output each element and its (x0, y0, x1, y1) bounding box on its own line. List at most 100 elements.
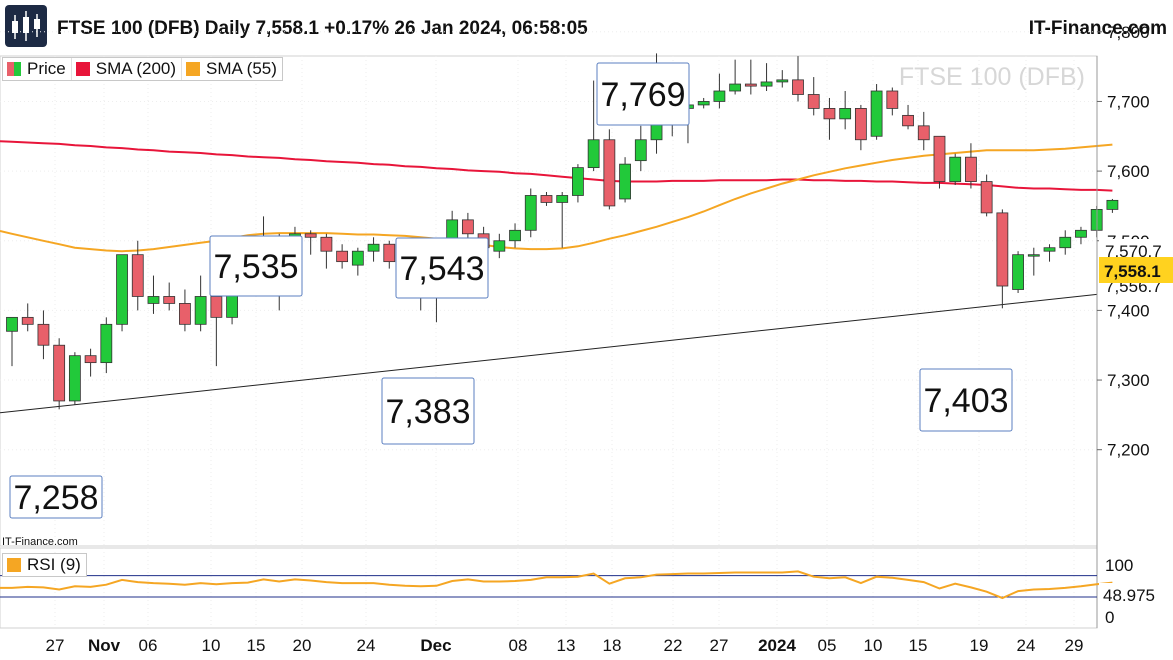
rsi-value-tag-bg (1099, 583, 1171, 605)
candle-up (619, 163, 631, 200)
x-tick-label: 22 (664, 636, 683, 655)
candle-up (1106, 199, 1119, 210)
rsi-swatch-icon (7, 558, 21, 572)
candle-down (854, 108, 867, 141)
price-tick-label: 7,700 (1107, 92, 1150, 111)
sma55-line (0, 143, 1113, 253)
candle-up (556, 195, 569, 203)
annotation-box (381, 377, 475, 445)
candle-up (839, 108, 852, 120)
rsi-legend-label: RSI (9) (27, 555, 81, 574)
x-tick-label: 05 (818, 636, 837, 655)
candle-up (6, 316, 18, 332)
candle-up (1059, 236, 1072, 249)
x-tick-label: 06 (139, 636, 158, 655)
rsi-tick-label: 0 (1105, 608, 1114, 627)
price-tick-label: 7,300 (1107, 371, 1150, 390)
support-trendline (0, 293, 1098, 414)
candle-down (980, 181, 993, 214)
chart-header: FTSE 100 (DFB) Daily 7,558.1 +0.17% 26 J… (0, 0, 1173, 56)
chart-watermark: FTSE 100 (DFB) (899, 63, 1085, 91)
candle-down (131, 254, 144, 297)
x-tick-label: 15 (247, 636, 266, 655)
x-tick-label: 2024 (758, 636, 796, 655)
candle-up (100, 323, 113, 364)
rsi-line (0, 570, 1113, 600)
sma55-price-tag-bg (1099, 239, 1171, 261)
candle-up (1012, 254, 1024, 290)
source-label: IT-Finance.com (2, 536, 78, 548)
price-panel (0, 55, 1098, 547)
rsi-value-tag: 48.975 (1103, 586, 1155, 605)
candle-up (776, 79, 789, 83)
candle-up (1027, 254, 1040, 257)
x-tick-label: 24 (357, 636, 376, 655)
x-tick-label: 10 (202, 636, 221, 655)
sma200-line (0, 140, 1113, 192)
annotation-box (9, 475, 103, 519)
candle-down (933, 135, 946, 182)
candle-up (587, 139, 600, 169)
price-tick-label: 7,400 (1107, 301, 1150, 320)
candle-down (807, 94, 820, 109)
candle-down (320, 236, 333, 252)
annotation-label: 7,383 (385, 393, 470, 431)
candle-up (760, 81, 773, 87)
annotation-label: 7,258 (13, 479, 98, 517)
last-price-tag-bg (1099, 257, 1173, 283)
candle-down (336, 250, 349, 263)
candle-down (179, 303, 191, 325)
x-tick-label: 27 (710, 636, 729, 655)
candle-down (21, 316, 34, 325)
candlestick-app-icon (5, 5, 47, 47)
x-tick-label: Dec (420, 636, 451, 655)
candle-down (37, 323, 50, 346)
candle-down (383, 243, 396, 263)
legend-sma200[interactable]: SMA (200) (72, 58, 183, 80)
x-tick-label: 27 (46, 636, 65, 655)
legend-price[interactable]: Price (3, 58, 72, 80)
candle-down (84, 355, 97, 364)
annotation-box (919, 368, 1013, 432)
candle-down (917, 125, 930, 141)
candle-down (53, 344, 66, 402)
candle-up (634, 139, 647, 162)
annotation-label: 7,543 (399, 250, 484, 288)
candle-up (116, 254, 128, 325)
candle-up (147, 296, 160, 304)
legend-sma55-label: SMA (55) (206, 59, 277, 78)
annotation-label: 7,769 (600, 76, 685, 114)
candle-down (603, 139, 616, 207)
legend-price-label: Price (27, 59, 66, 78)
annotation-box (596, 62, 690, 126)
x-tick-label: 24 (1017, 636, 1036, 655)
candle-up (870, 90, 883, 137)
candle-up (1075, 229, 1087, 238)
candle-down (996, 212, 1009, 287)
candle-down (304, 233, 317, 238)
candle-down (823, 108, 836, 120)
candle-up (713, 90, 726, 102)
annotation-box (209, 235, 303, 297)
candle-down (744, 83, 757, 87)
candle-up (68, 355, 81, 402)
candles-group (6, 53, 1119, 410)
x-tick-label: 08 (509, 636, 528, 655)
chart-legend: Price SMA (200) SMA (55) (2, 57, 283, 81)
candle-down (540, 195, 553, 203)
candle-down (461, 219, 474, 235)
price-swatch-icon (7, 62, 21, 76)
x-tick-label: 13 (557, 636, 576, 655)
candle-down (163, 296, 176, 304)
x-tick-label: 29 (1065, 636, 1084, 655)
legend-sma200-label: SMA (200) (95, 59, 177, 78)
candle-up (351, 250, 364, 266)
rsi-legend[interactable]: RSI (9) (2, 553, 87, 577)
candle-down (210, 296, 223, 318)
annotation-box (395, 237, 489, 299)
price-tick-label: 7,200 (1107, 441, 1150, 460)
x-tick-label: Nov (88, 636, 121, 655)
legend-sma55[interactable]: SMA (55) (182, 58, 282, 80)
chart-title: FTSE 100 (DFB) Daily 7,558.1 +0.17% 26 J… (57, 18, 588, 39)
candle-up (493, 240, 506, 252)
